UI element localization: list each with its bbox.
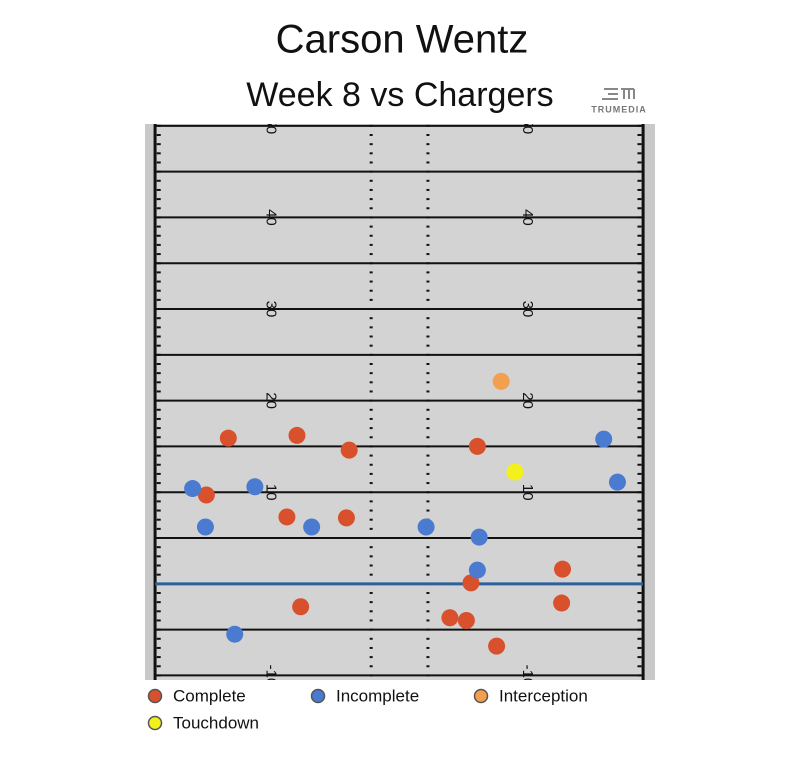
- pass-point: [340, 441, 358, 459]
- pass-point: [554, 560, 572, 578]
- pass-point: [595, 430, 613, 448]
- yard-number: 30: [262, 301, 279, 318]
- pass-point: [196, 518, 214, 536]
- legend-label: Complete: [173, 686, 246, 705]
- playing-surface: [155, 124, 644, 680]
- legend-swatch: [147, 715, 163, 731]
- pass-point: [506, 463, 524, 481]
- legend-swatch: [473, 688, 489, 704]
- yard-number: 40: [519, 209, 536, 226]
- pass-point: [468, 437, 486, 455]
- yard-number: 40: [262, 209, 279, 226]
- pass-point: [462, 574, 480, 592]
- yard-number: -10: [519, 665, 536, 687]
- legend-label: Touchdown: [173, 713, 259, 732]
- yard-number: 10: [262, 484, 279, 501]
- chart-title: Carson Wentz: [276, 18, 529, 62]
- pass-point: [441, 609, 459, 627]
- legend-swatch: [147, 688, 163, 704]
- pass-point: [226, 625, 244, 643]
- legend: Complete Incomplete Interception Touchdown: [147, 686, 588, 732]
- pass-point: [470, 528, 488, 546]
- pass-point: [184, 480, 202, 498]
- pass-point: [303, 518, 321, 536]
- yard-number: 50: [262, 117, 279, 134]
- chart-subtitle: Week 8 vs Chargers: [246, 76, 553, 114]
- pass-point: [337, 509, 355, 527]
- yard-number: 20: [262, 392, 279, 409]
- pass-point: [292, 598, 310, 616]
- yard-number: -10: [262, 665, 279, 687]
- pass-point: [468, 561, 486, 579]
- yard-number: 20: [519, 392, 536, 409]
- legend-label: Incomplete: [336, 686, 419, 705]
- field: -10 -10 10 10 20 20 30 30 40 40 50 50: [153, 117, 645, 687]
- logo-text: TRUMEDIA: [591, 104, 647, 114]
- pass-point: [553, 594, 571, 612]
- pass-point: [246, 478, 264, 496]
- pass-point: [417, 518, 435, 536]
- pass-point: [488, 637, 506, 655]
- pass-point: [288, 426, 306, 444]
- yard-number: 30: [519, 301, 536, 318]
- pass-point: [219, 429, 237, 447]
- pass-point: [492, 372, 510, 390]
- pass-point: [278, 508, 296, 526]
- yard-number: 10: [519, 484, 536, 501]
- legend-label: Interception: [499, 686, 588, 705]
- legend-swatch: [310, 688, 326, 704]
- pass-point: [457, 611, 475, 629]
- pass-point: [608, 473, 626, 491]
- pass-point: [197, 486, 215, 504]
- logo-icon: [602, 88, 635, 100]
- yard-number: 50: [519, 117, 536, 134]
